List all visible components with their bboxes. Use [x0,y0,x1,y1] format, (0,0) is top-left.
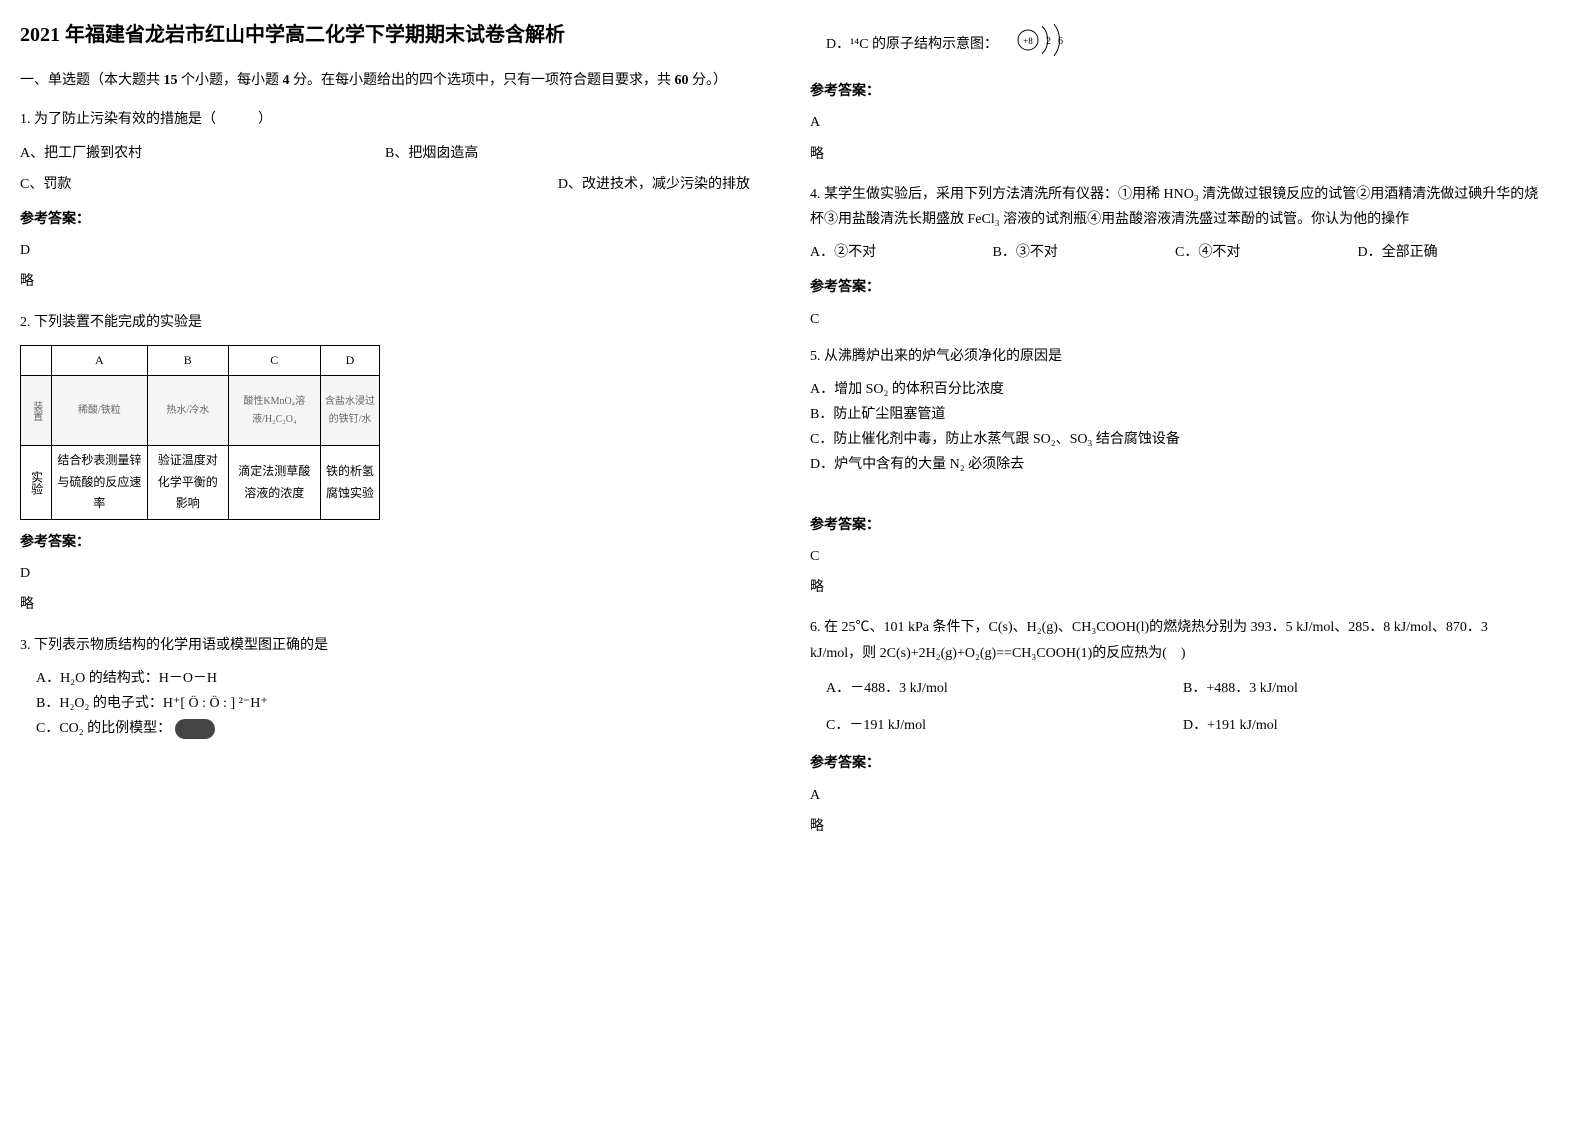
q3-answer-label: 参考答案： [810,79,1540,104]
page-container: 2021 年福建省龙岩市红山中学高二化学下学期期末试卷含解析 一、单选题（本大题… [20,20,1567,854]
q6-row2: C．－191 kJ/mol D．+191 kJ/mol [826,711,1540,742]
q5-answer: C [810,544,1540,569]
q1-options-row2: C、罚款 D、改进技术，减少污染的排放 [20,172,750,197]
section-1-text: 一、单选题（本大题共 15 个小题，每小题 4 分。在每小题给出的四个选项中，只… [20,73,727,88]
q6-optD: D．+191 kJ/mol [1183,711,1540,742]
q3-explain: 略 [810,142,1540,167]
atom-shell2: 6 [1058,36,1063,47]
q2-explain: 略 [20,592,750,617]
table-corner [21,345,52,376]
q6-optA: A．－488．3 kJ/mol [826,674,1183,705]
row-label-device: 装置 [21,376,52,446]
q1-optD: D、改进技术，减少污染的排放 [385,172,750,197]
q1-optA: A、把工厂搬到农村 [20,141,385,166]
atom-center: +8 [1023,36,1033,46]
row-label-exp: 实验 [21,446,52,520]
col-B: B [148,345,228,376]
desc-D: 铁的析氢腐蚀实验 [321,446,380,520]
q1-text: 1. 为了防止污染有效的措施是（ ） [20,107,750,132]
device-img-B: 热水/冷水 [148,376,228,446]
q3-optB-mid: : [199,696,210,711]
question-1: 1. 为了防止污染有效的措施是（ ） A、把工厂搬到农村 B、把烟囱造高 C、罚… [20,107,750,294]
q4-answer: C [810,307,1540,332]
q2-table: A B C D 装置 稀酸/铁粒 热水/冷水 酸性KMnO₄溶液/H₂C₂O₄ … [20,345,380,520]
q4-options: A．②不对 B．③不对 C．④不对 D．全部正确 [810,240,1540,265]
question-5: 5. 从沸腾炉出来的炉气必须净化的原因是 A．增加 SO₂ 的体积百分比浓度 B… [810,344,1540,601]
desc-B: 验证温度对化学平衡的影响 [148,446,228,520]
q3-optC: C．CO₂ 的比例模型： [36,716,750,741]
device-img-C: 酸性KMnO₄溶液/H₂C₂O₄ [228,376,321,446]
q1-optB: B、把烟囱造高 [385,141,750,166]
q5-explain: 略 [810,575,1540,600]
q5-text: 5. 从沸腾炉出来的炉气必须净化的原因是 [810,344,1540,369]
q3-optC-text: C．CO₂ 的比例模型： [36,721,171,736]
question-3-continued: D．¹⁴C 的原子结构示意图： +8 2 6 参考答案： A 略 [810,20,1540,167]
q5-answer-label: 参考答案： [810,513,1540,538]
q3-options: A．H₂O 的结构式：H－O－H B．H₂O₂ 的电子式：H⁺[ Ö : Ö :… [20,666,750,742]
q4-optD: D．全部正确 [1358,240,1541,265]
q1-answer: D [20,238,750,263]
q1-explain: 略 [20,269,750,294]
desc-C: 滴定法测草酸溶液的浓度 [228,446,321,520]
q3-optD-prefix: D．¹⁴C 的原子结构示意图： [826,37,998,52]
q4-optA: A．②不对 [810,240,993,265]
q4-answer-label: 参考答案： [810,275,1540,300]
q6-answer-label: 参考答案： [810,751,1540,776]
q6-explain: 略 [810,814,1540,839]
q3-optD-wrap: D．¹⁴C 的原子结构示意图： +8 2 6 [810,20,1540,69]
left-column: 2021 年福建省龙岩市红山中学高二化学下学期期末试卷含解析 一、单选题（本大题… [20,20,750,854]
q6-answer: A [810,783,1540,808]
q4-optB: B．③不对 [993,240,1176,265]
device-img-D: 含盐水浸过的铁钉/水 [321,376,380,446]
exam-title: 2021 年福建省龙岩市红山中学高二化学下学期期末试卷含解析 [20,20,750,50]
desc-A: 结合秒表测量锌与硫酸的反应速率 [51,446,148,520]
col-C: C [228,345,321,376]
lewis-O1: Ö [188,696,198,711]
q2-text: 2. 下列装置不能完成的实验是 [20,310,750,335]
question-2: 2. 下列装置不能完成的实验是 A B C D 装置 稀酸/铁粒 热水/冷水 酸… [20,310,750,618]
table-row: A B C D [21,345,380,376]
col-D: D [321,345,380,376]
q3-text: 3. 下列表示物质结构的化学用语或模型图正确的是 [20,633,750,658]
q6-text: 6. 在 25℃、101 kPa 条件下，C(s)、H₂(g)、CH₃COOH(… [810,615,1540,665]
question-3: 3. 下列表示物质结构的化学用语或模型图正确的是 A．H₂O 的结构式：H－O－… [20,633,750,742]
q6-optB: B．+488．3 kJ/mol [1183,674,1540,705]
table-row: 装置 稀酸/铁粒 热水/冷水 酸性KMnO₄溶液/H₂C₂O₄ 含盐水浸过的铁钉… [21,376,380,446]
q3-optB-prefix: B．H₂O₂ 的电子式：H⁺[ [36,696,188,711]
atom-shell1: 2 [1046,36,1051,47]
q5-optC: C．防止催化剂中毒，防止水蒸气跟 SO₂、SO₃ 结合腐蚀设备 [810,427,1540,452]
q6-row1: A．－488．3 kJ/mol B．+488．3 kJ/mol [826,674,1540,705]
q2-answer: D [20,561,750,586]
lewis-O2: Ö [210,696,220,711]
q3-answer: A [810,110,1540,135]
q3-optB: B．H₂O₂ 的电子式：H⁺[ Ö : Ö : ] ²⁻H⁺ [36,691,750,716]
q2-answer-label: 参考答案： [20,530,750,555]
co2-model-icon [175,719,215,739]
q4-text: 4. 某学生做实验后，采用下列方法清洗所有仪器：①用稀 HNO₃ 清洗做过银镜反… [810,182,1540,232]
q5-optB: B．防止矿尘阻塞管道 [810,402,1540,427]
q3-optA: A．H₂O 的结构式：H－O－H [36,666,750,691]
q5-optA: A．增加 SO₂ 的体积百分比浓度 [810,377,1540,402]
question-6: 6. 在 25℃、101 kPa 条件下，C(s)、H₂(g)、CH₃COOH(… [810,615,1540,839]
q4-optC: C．④不对 [1175,240,1358,265]
q6-optC: C．－191 kJ/mol [826,711,1183,742]
device-img-A: 稀酸/铁粒 [51,376,148,446]
q1-options-row1: A、把工厂搬到农村 B、把烟囱造高 [20,141,750,166]
section-1-header: 一、单选题（本大题共 15 个小题，每小题 4 分。在每小题给出的四个选项中，只… [20,70,750,92]
question-4: 4. 某学生做实验后，采用下列方法清洗所有仪器：①用稀 HNO₃ 清洗做过银镜反… [810,182,1540,332]
q5-optD: D．炉气中含有的大量 N₂ 必须除去 [810,452,1540,477]
q6-options: A．－488．3 kJ/mol B．+488．3 kJ/mol C．－191 k… [810,674,1540,742]
q1-answer-label: 参考答案： [20,207,750,232]
q1-optC: C、罚款 [20,172,385,197]
q3-optB-suffix: : ] ²⁻H⁺ [220,696,268,711]
atom-structure-icon: +8 2 6 [1012,20,1072,69]
col-A: A [51,345,148,376]
table-row: 实验 结合秒表测量锌与硫酸的反应速率 验证温度对化学平衡的影响 滴定法测草酸溶液… [21,446,380,520]
right-column: D．¹⁴C 的原子结构示意图： +8 2 6 参考答案： A 略 4. 某学 [810,20,1540,854]
